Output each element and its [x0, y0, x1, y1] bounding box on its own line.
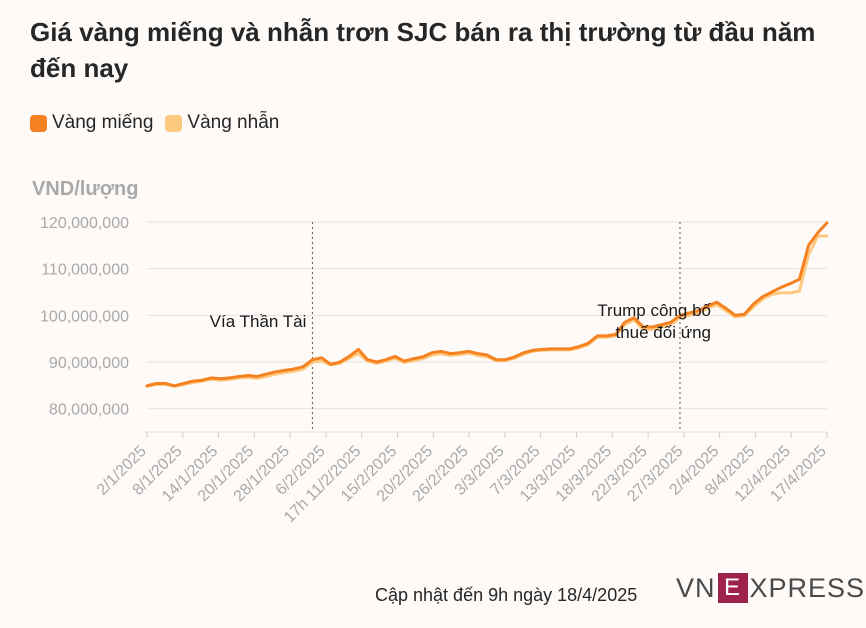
- y-tick-label: 110,000,000: [41, 262, 129, 279]
- y-tick-label: 90,000,000: [49, 355, 129, 372]
- annotation-via-than-tai: Vía Thần Tài: [210, 312, 307, 331]
- y-tick-label: 120,000,000: [40, 215, 129, 232]
- annotation-trump-line-1: Trump công bố: [597, 301, 711, 320]
- y-axis-label: VND/lượng: [32, 178, 139, 200]
- legend-swatch-vang-nhan: [165, 114, 183, 132]
- legend-label-vang-nhan: Vàng nhẫn: [187, 112, 280, 133]
- logo-text-left: VN: [676, 572, 716, 603]
- logo-text-right: XPRESS: [749, 572, 866, 603]
- logo-box: E: [717, 573, 748, 603]
- y-tick-label: 80,000,000: [49, 402, 129, 419]
- legend-swatch-vang-mieng: [30, 114, 47, 132]
- vnexpress-logo: VN E XPRESS: [676, 568, 865, 608]
- series-line-vang-nhan: [145, 234, 829, 388]
- legend: Vàng miếng Vàng nhẫn: [30, 110, 291, 136]
- chart-title: Giá vàng miếng và nhẫn trơn SJC bán ra t…: [30, 17, 816, 83]
- legend-item-vang-nhan[interactable]: Vàng nhẫn: [165, 112, 279, 134]
- update-note: Cập nhật đến 9h ngày 18/4/2025: [375, 585, 638, 605]
- legend-label-vang-mieng: Vàng miếng: [52, 112, 154, 133]
- series-line-vang-mieng: [145, 221, 829, 388]
- y-tick-label: 100,000,000: [40, 308, 129, 325]
- annotation-trump-line-2: thuế đối ứng: [615, 323, 711, 342]
- legend-item-vang-mieng[interactable]: Vàng miếng: [30, 112, 153, 134]
